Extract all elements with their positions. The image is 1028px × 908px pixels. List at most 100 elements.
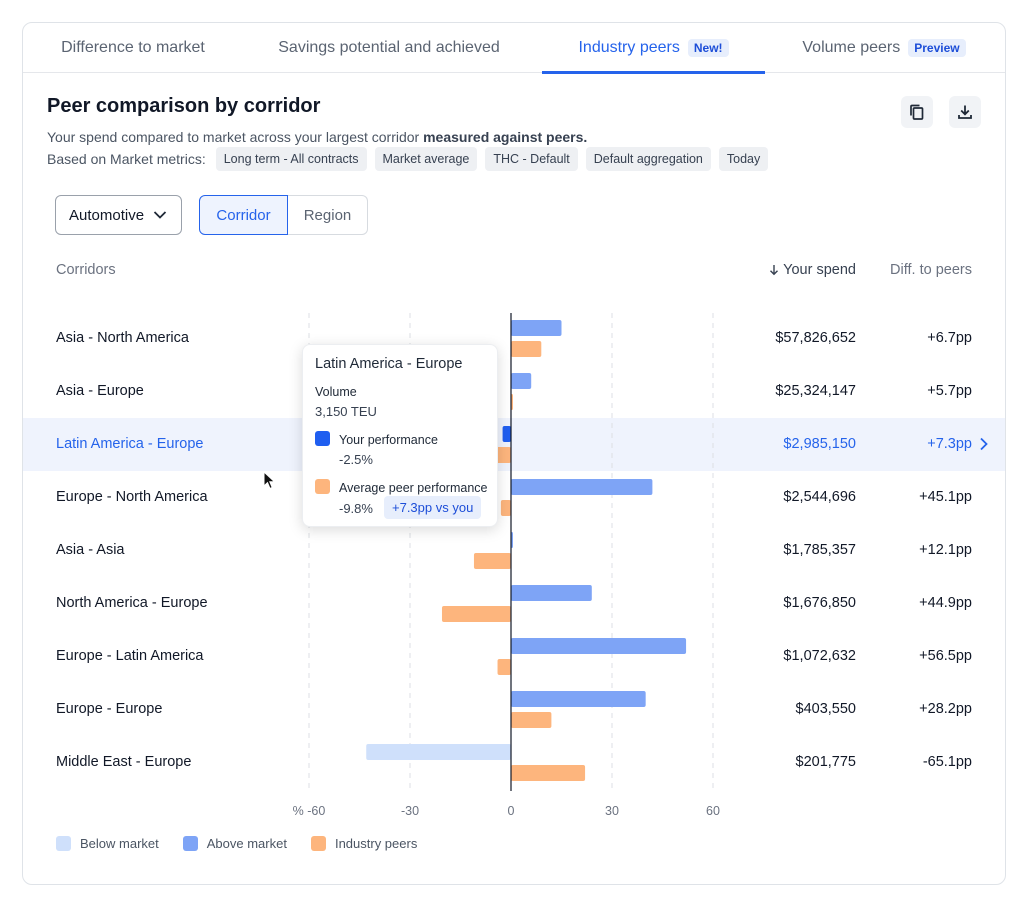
tab-savings-potential[interactable]: Savings potential and achieved xyxy=(263,23,515,73)
region-toggle-label: Region xyxy=(303,206,352,224)
table-row[interactable]: Europe - North America $2,544,696 +45.1pp xyxy=(23,471,1005,524)
table-row[interactable]: North America - Europe $1,676,850 +44.9pp xyxy=(23,577,1005,630)
bar-industry-peers[interactable] xyxy=(511,765,586,781)
diff-to-peers-value: +5.7pp xyxy=(927,383,972,399)
bar-industry-peers[interactable] xyxy=(511,341,542,357)
corridor-name: Latin America - Europe xyxy=(56,436,204,452)
peer-performance-swatch xyxy=(315,479,330,494)
x-tick-label: 0 xyxy=(508,804,515,818)
tooltip-your-label: Your performance xyxy=(339,433,438,447)
x-tick-label: 60 xyxy=(706,804,720,818)
diff-to-peers-value: +6.7pp xyxy=(927,330,972,346)
copy-button[interactable] xyxy=(901,96,933,128)
bar-your-performance[interactable] xyxy=(511,320,562,336)
your-spend-value: $1,072,632 xyxy=(783,648,856,664)
your-spend-value: $25,324,147 xyxy=(775,383,856,399)
x-tick-label: -30 xyxy=(401,804,419,818)
bar-industry-peers[interactable] xyxy=(441,606,511,622)
x-tick-label: % -60 xyxy=(293,804,326,818)
table-row[interactable]: Latin America - Europe $2,985,150 +7.3pp xyxy=(23,418,1005,471)
metrics-label: Based on Market metrics: xyxy=(47,151,206,167)
bar-industry-peers[interactable] xyxy=(500,500,511,516)
table-row[interactable]: Europe - Latin America $1,072,632 +56.5pp xyxy=(23,630,1005,683)
peer-comparison-chart: % -60 -30 0 30 60 xyxy=(293,313,720,818)
table-row[interactable]: Asia - North America $57,826,652 +6.7pp xyxy=(23,312,1005,365)
metric-chip-date: Today xyxy=(718,147,769,171)
copy-icon xyxy=(910,104,924,120)
download-icon xyxy=(958,105,972,119)
market-metrics: Based on Market metrics: Long term - All… xyxy=(47,147,769,171)
chevron-right-icon[interactable] xyxy=(979,437,989,451)
table-row[interactable]: Europe - Europe $403,550 +28.2pp xyxy=(23,683,1005,736)
below-market-swatch xyxy=(56,836,71,851)
tooltip-peer-value: -9.8% xyxy=(339,501,373,516)
legend-below-market: Below market xyxy=(56,836,159,851)
page-subtitle: Your spend compared to market across you… xyxy=(47,129,587,145)
your-spend-value: $57,826,652 xyxy=(775,330,856,346)
chevron-down-icon xyxy=(153,211,167,219)
subtitle-bold: measured against peers. xyxy=(423,129,588,145)
bar-your-performance[interactable] xyxy=(511,479,653,495)
table-row[interactable]: Asia - Europe $25,324,147 +5.7pp xyxy=(23,365,1005,418)
bar-your-performance[interactable] xyxy=(366,744,511,760)
your-spend-value: $2,985,150 xyxy=(783,436,856,452)
preview-badge: Preview xyxy=(908,39,966,57)
corridor-toggle[interactable]: Corridor xyxy=(199,195,288,235)
corridor-toggle-label: Corridor xyxy=(216,206,271,224)
corridors-column-header: Corridors xyxy=(56,262,116,278)
tooltip-volume-value: 3,150 TEU xyxy=(315,404,377,419)
industry-dropdown[interactable]: Automotive xyxy=(55,195,182,235)
table-row[interactable]: Asia - Asia $1,785,357 +12.1pp xyxy=(23,524,1005,577)
your-spend-value: $201,775 xyxy=(795,754,856,770)
tab-industry-peers[interactable]: Industry peers New! xyxy=(542,23,765,74)
corridor-name: Europe - Latin America xyxy=(56,648,204,664)
peer-comparison-card: Difference to market Savings potential a… xyxy=(22,22,1006,885)
chart-legend: Below market Above market Industry peers xyxy=(56,836,417,851)
diff-to-peers-value: +45.1pp xyxy=(919,489,972,505)
diff-to-peers-value: +28.2pp xyxy=(919,701,972,717)
tooltip-volume-label: Volume xyxy=(315,385,357,399)
diff-to-peers-value: +56.5pp xyxy=(919,648,972,664)
new-badge: New! xyxy=(687,39,729,57)
bar-industry-peers[interactable] xyxy=(497,659,511,675)
table-row[interactable]: Middle East - Europe $201,775 -65.1pp xyxy=(23,736,1005,789)
tab-label: Industry peers xyxy=(578,39,680,56)
bar-your-performance[interactable] xyxy=(502,426,511,442)
tab-label: Savings potential and achieved xyxy=(278,39,500,56)
bar-your-performance[interactable] xyxy=(511,373,532,389)
corridor-name: Middle East - Europe xyxy=(56,754,192,770)
your-performance-swatch xyxy=(315,431,330,446)
tab-label: Difference to market xyxy=(61,39,205,56)
bar-your-performance[interactable] xyxy=(511,691,646,707)
subtitle-text: Your spend compared to market across you… xyxy=(47,129,424,145)
bar-industry-peers[interactable] xyxy=(473,553,511,569)
corridor-name: Asia - Asia xyxy=(56,542,125,558)
legend-above-market: Above market xyxy=(182,836,287,851)
metric-chip-aggregation: Default aggregation xyxy=(585,147,711,171)
diff-to-peers-value: +44.9pp xyxy=(919,595,972,611)
tooltip-diff-badge: +7.3pp vs you xyxy=(384,496,482,519)
bar-industry-peers[interactable] xyxy=(511,712,552,728)
region-toggle[interactable]: Region xyxy=(288,195,368,235)
tab-volume-peers[interactable]: Volume peers Preview xyxy=(789,23,979,73)
your-spend-column-header[interactable]: Your spend xyxy=(769,262,856,278)
download-button[interactable] xyxy=(949,96,981,128)
industry-peers-swatch xyxy=(310,836,326,851)
bar-your-performance[interactable] xyxy=(511,638,687,654)
corridor-name: Asia - Europe xyxy=(56,383,144,399)
metric-chip-contract: Long term - All contracts xyxy=(215,147,367,171)
bar-your-performance[interactable] xyxy=(511,585,592,601)
tooltip-your-value: -2.5% xyxy=(339,452,373,467)
corridor-name: Europe - North America xyxy=(56,489,208,505)
legend-label: Industry peers xyxy=(334,836,418,851)
chart-tooltip: Latin America - Europe Volume 3,150 TEU … xyxy=(302,344,498,527)
metric-chip-thc: THC - Default xyxy=(485,147,578,171)
your-spend-value: $1,785,357 xyxy=(783,542,856,558)
x-tick-label: 30 xyxy=(605,804,619,818)
tab-label: Volume peers xyxy=(802,39,901,56)
legend-industry-peers: Industry peers xyxy=(310,836,418,851)
metric-chip-average: Market average xyxy=(374,147,478,171)
diff-to-peers-value: +12.1pp xyxy=(919,542,972,558)
tab-difference-to-market[interactable]: Difference to market xyxy=(41,23,225,73)
your-spend-value: $2,544,696 xyxy=(783,489,856,505)
